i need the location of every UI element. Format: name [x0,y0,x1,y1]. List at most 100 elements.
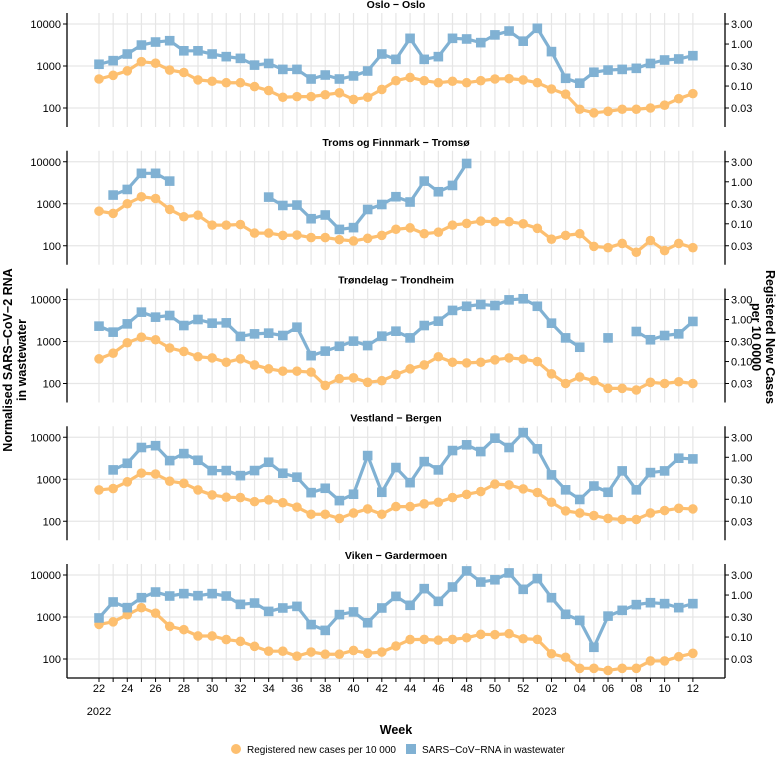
cases-point [207,490,217,500]
wastewater-point [574,78,585,88]
cases-point [235,636,246,647]
cases-point [504,628,514,639]
legend-cases-label: Registered new cases per 10 000 [247,745,396,756]
wastewater-point [504,295,514,305]
wastewater-point [136,592,147,603]
cases-point [447,634,458,645]
wastewater-point [207,49,217,59]
cases-point [617,514,627,525]
wastewater-point [532,23,543,34]
cases-point [306,509,316,520]
cases-point [490,216,500,227]
cases-point [249,496,260,507]
cases-point [136,56,147,67]
cases-point [122,66,133,76]
cases-point [94,74,104,84]
wastewater-point [221,51,232,62]
wastewater-point [433,465,444,475]
cases-point [433,227,444,238]
y2-tick-label: 0.30 [731,61,752,73]
cases-point [334,513,345,524]
cases-point [377,84,387,95]
cases-point [546,234,557,244]
wastewater-point [504,568,514,578]
y-tick-label: 10000 [30,570,61,582]
wastewater-point [546,318,557,328]
y2-tick-label: 1.00 [731,315,752,327]
cases-point [631,514,642,525]
wastewater-point [504,26,514,36]
cases-point [617,383,627,394]
cases-point [150,334,161,345]
wastewater-point [235,331,246,342]
y-tick-label: 100 [43,516,61,528]
cases-point [278,92,288,103]
wastewater-point [292,472,302,482]
cases-point [278,366,288,376]
wastewater-point [391,591,401,602]
wastewater-point [320,210,331,220]
wastewater-point [419,583,430,594]
wastewater-point [122,458,133,469]
cases-point [405,501,415,512]
wastewater-point [617,64,627,75]
cases-point [362,233,373,244]
wastewater-point [263,192,274,202]
cases-point [433,77,444,88]
cases-point [461,77,472,88]
cases-point [574,104,585,115]
cases-point [518,218,528,229]
cases-point [405,364,415,374]
cases-point [391,501,401,512]
y2-tick-label: 3.00 [731,19,752,31]
cases-point [122,337,133,348]
wastewater-point [391,462,401,473]
wastewater-point [377,603,387,613]
cases-point [589,241,599,252]
wastewater-point [659,598,670,609]
wastewater-point [150,168,161,179]
cases-point [150,469,161,479]
wastewater-point [490,300,500,311]
cases-point [475,357,486,368]
y2-tick-label: 1.00 [731,177,752,189]
wastewater-point [688,454,698,464]
y2-tick-label: 3.00 [731,570,752,582]
cases-point [263,85,274,96]
cases-point [461,489,472,500]
cases-point [659,100,670,110]
cases-point [659,656,670,666]
cases-point [249,81,260,92]
cases-point [518,75,528,85]
cases-point [221,634,232,645]
wastewater-point [461,34,472,44]
cases-point [574,663,585,674]
cases-point [673,503,684,514]
wastewater-point [306,350,316,361]
x-tick-label: 36 [291,683,303,695]
y2-tick-label: 0.30 [731,199,752,211]
wastewater-point [518,36,528,46]
wastewater-point [94,321,104,331]
wastewater-point [235,599,246,610]
wastewater-point [405,33,415,44]
wastewater-point [560,73,571,84]
wastewater-point [574,494,585,505]
x-tick-label: 10 [658,683,670,695]
cases-point [207,220,217,230]
x-tick-label: 04 [574,683,586,695]
panels: Oslo − Oslo 100 1000 10000 3.00 1.00 0.30 0.10 0… [30,0,752,678]
wastewater-point [334,495,345,506]
cases-point [405,634,415,645]
cases-point [603,383,613,394]
wastewater-point [603,333,613,343]
cases-point [235,77,246,88]
legend: Registered new cases per 10 000 SARS−CoV… [231,744,566,756]
cases-point [179,67,189,78]
wastewater-point [108,55,118,66]
wastewater-point [419,320,430,331]
cases-point [150,193,161,204]
cases-point [292,91,302,102]
panel-title: Vestland − Bergen [350,412,441,424]
wastewater-point [589,67,599,78]
